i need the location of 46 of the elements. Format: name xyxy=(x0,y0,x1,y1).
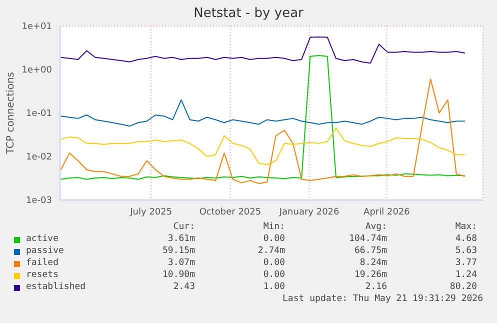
legend-label: active xyxy=(26,234,59,244)
line-series xyxy=(60,78,466,184)
y-axis-title: TCP connections xyxy=(6,72,17,156)
text: Last update: Thu May 21 19:31:29 2026 xyxy=(282,294,483,304)
text: 2.43 xyxy=(172,282,195,292)
x-tick-label: July 2025 xyxy=(129,207,172,218)
text: 8.24m xyxy=(358,258,387,268)
text: Cur: xyxy=(172,222,195,232)
text: Avg: xyxy=(364,222,387,232)
line-series xyxy=(60,54,466,180)
text: 66.75m xyxy=(353,246,387,256)
x-tick-label: April 2026 xyxy=(364,207,410,218)
text: 59.15m xyxy=(161,246,195,256)
x-tick-label: October 2025 xyxy=(199,207,262,218)
text: 104.74m xyxy=(348,234,387,244)
text: 0.00 xyxy=(262,270,285,280)
text: Min: xyxy=(262,222,285,232)
legend-label: established xyxy=(26,282,86,292)
text: 1.00 xyxy=(262,282,285,292)
y-tick-label: 1e+00 xyxy=(22,66,52,76)
text: 1.24 xyxy=(454,270,477,280)
line-series xyxy=(60,99,466,127)
y-tick-label: 1e+01 xyxy=(22,22,52,32)
legend-label: failed xyxy=(26,258,59,268)
line-series xyxy=(60,36,466,64)
text: 4.68 xyxy=(454,234,477,244)
text: 2.16 xyxy=(364,282,387,292)
text: 5.63 xyxy=(454,246,477,256)
y-tick-label: 1e-01 xyxy=(26,109,52,120)
text: 2.74m xyxy=(256,246,285,256)
text: 3.07m xyxy=(166,258,195,268)
legend-label: passive xyxy=(26,246,64,256)
legend-label: resets xyxy=(26,270,59,280)
text: 10.90m xyxy=(161,270,195,280)
chart-title: Netstat - by year xyxy=(192,6,304,21)
text: 0.00 xyxy=(262,258,285,268)
text: 19.26m xyxy=(353,270,387,280)
text: 0.00 xyxy=(262,234,285,244)
x-tick-label: January 2026 xyxy=(278,207,340,218)
text: Max: xyxy=(454,222,477,232)
line-series xyxy=(60,128,466,166)
text: 3.77 xyxy=(454,258,477,268)
text: 80.20 xyxy=(448,282,477,292)
y-tick-label: 1e-03 xyxy=(26,196,52,206)
text: 3.61m xyxy=(166,234,195,244)
y-tick-label: 1e-02 xyxy=(26,152,52,163)
